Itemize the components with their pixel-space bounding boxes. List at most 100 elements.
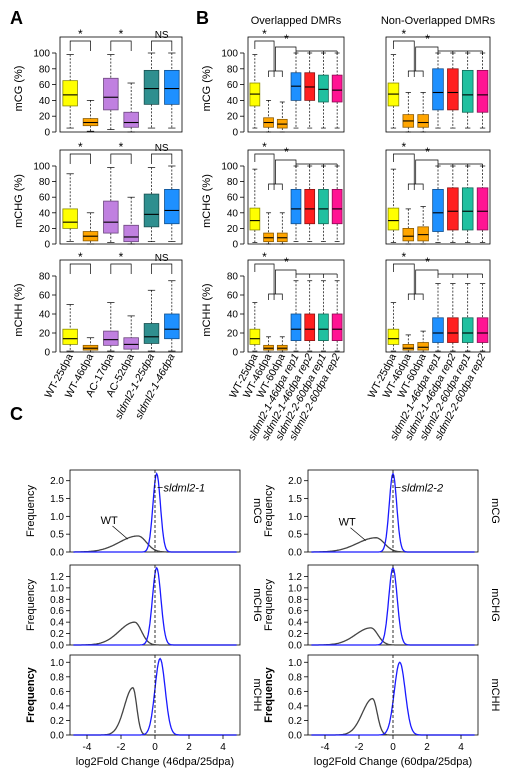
star-label: *	[401, 250, 406, 264]
y-axis-label: Frequency	[25, 579, 37, 631]
box-body	[476, 69, 489, 113]
y-axis-label: mCG (%)	[13, 66, 25, 112]
panel-label-a: A	[10, 8, 23, 28]
context-label: mCG	[489, 498, 501, 524]
y-tick-label: 60	[39, 291, 51, 302]
x-tick-label: 4	[458, 742, 464, 753]
box-0	[249, 168, 261, 243]
bracket	[296, 273, 338, 278]
y-tick-label: 20	[227, 329, 239, 340]
box-body	[432, 317, 444, 343]
star-label: *	[284, 255, 289, 269]
box-3	[123, 82, 139, 133]
box-5	[461, 52, 474, 129]
box-1	[263, 336, 274, 353]
y-axis-label: Frequency	[263, 579, 275, 631]
box-3	[432, 52, 444, 129]
box-2	[103, 302, 119, 352]
box-1	[82, 100, 99, 132]
context-label: mCHH	[489, 679, 501, 712]
box-body	[249, 328, 261, 345]
y-tick-label: 0.0	[50, 731, 64, 742]
panel-label-b: B	[196, 8, 209, 28]
bracket	[69, 263, 91, 274]
y-tick-label: 80	[227, 64, 239, 75]
x-axis-label: log2Fold Change (46dpa/25dpa)	[76, 756, 234, 768]
box-body	[123, 337, 139, 350]
density-panel-right-mCHG: 0.00.20.40.60.81.01.2 Frequency mCHG	[263, 564, 501, 652]
box-body	[62, 80, 78, 107]
box-4	[143, 52, 160, 129]
star-label: *	[425, 145, 430, 159]
star-label: *	[78, 250, 83, 264]
mutant-curve	[311, 661, 475, 736]
y-axis-label: Frequency	[25, 666, 37, 723]
x-tick-label: 0	[390, 742, 396, 753]
y-tick-label: 80	[39, 177, 51, 188]
x-tick-label: -4	[321, 742, 330, 753]
y-tick-label: 2.0	[50, 476, 64, 487]
box-4	[304, 280, 316, 352]
box-1	[82, 212, 99, 245]
box-5	[318, 280, 329, 352]
y-tick-label: 1.0	[50, 658, 64, 669]
plot-frame	[385, 36, 491, 133]
y-tick-label: 2.0	[288, 476, 302, 487]
y-tick-label: 0.5	[288, 530, 302, 541]
box-body	[62, 208, 78, 229]
mutant-label: sldml2-2	[402, 483, 444, 495]
y-tick-label: 60	[227, 80, 239, 91]
box-4	[447, 52, 459, 129]
bracket	[275, 269, 297, 294]
significance-marks: * * NS	[69, 140, 173, 164]
box-5	[164, 52, 180, 129]
box-panel-A-mCHH: 0 20 40 60 80 mCHH (%) * * NS	[13, 250, 183, 359]
y-tick-label: 100	[221, 162, 238, 173]
plot-frame	[385, 259, 491, 353]
significance-marks: * *	[254, 140, 338, 190]
wt-curve	[73, 535, 237, 553]
y-tick-label: 100	[221, 49, 238, 60]
y-tick-label: 0.5	[50, 530, 64, 541]
context-label: mCHH	[251, 679, 263, 712]
star-label: *	[262, 250, 267, 264]
box-body	[476, 317, 489, 343]
box-body	[304, 313, 316, 342]
box-body	[143, 193, 160, 228]
y-tick-label: 1.5	[50, 494, 64, 505]
y-tick-label: 0	[44, 348, 50, 359]
y-tick-label: 0	[44, 240, 50, 251]
significance-marks: * * NS	[69, 250, 173, 274]
box-body	[447, 68, 459, 111]
box-3	[290, 165, 302, 243]
y-axis-label: mCHG (%)	[201, 174, 213, 228]
star-label: *	[119, 140, 124, 154]
box-0	[62, 304, 78, 352]
wt-label-pointer	[350, 527, 367, 541]
y-tick-label: 20	[227, 112, 239, 123]
box-1	[82, 337, 99, 353]
box-body	[103, 330, 119, 346]
box-6	[476, 165, 489, 243]
box-body	[417, 226, 429, 242]
box-body	[318, 74, 329, 103]
significance-marks: * *	[393, 250, 483, 300]
box-body	[164, 313, 180, 340]
box-5	[164, 280, 180, 352]
ns-label: NS	[155, 143, 169, 154]
box-body	[123, 224, 139, 243]
box-2	[276, 336, 288, 353]
x-tick-label: 2	[424, 742, 430, 753]
bracket	[69, 40, 91, 51]
significance-marks: * *	[254, 27, 338, 77]
star-label: *	[401, 27, 406, 41]
significance-marks: * *	[393, 27, 483, 77]
box-2	[103, 167, 119, 243]
box-body	[123, 111, 139, 128]
y-tick-label: 40	[39, 208, 51, 219]
y-tick-label: 0.4	[50, 618, 64, 629]
y-tick-label: 1.0	[288, 658, 302, 669]
